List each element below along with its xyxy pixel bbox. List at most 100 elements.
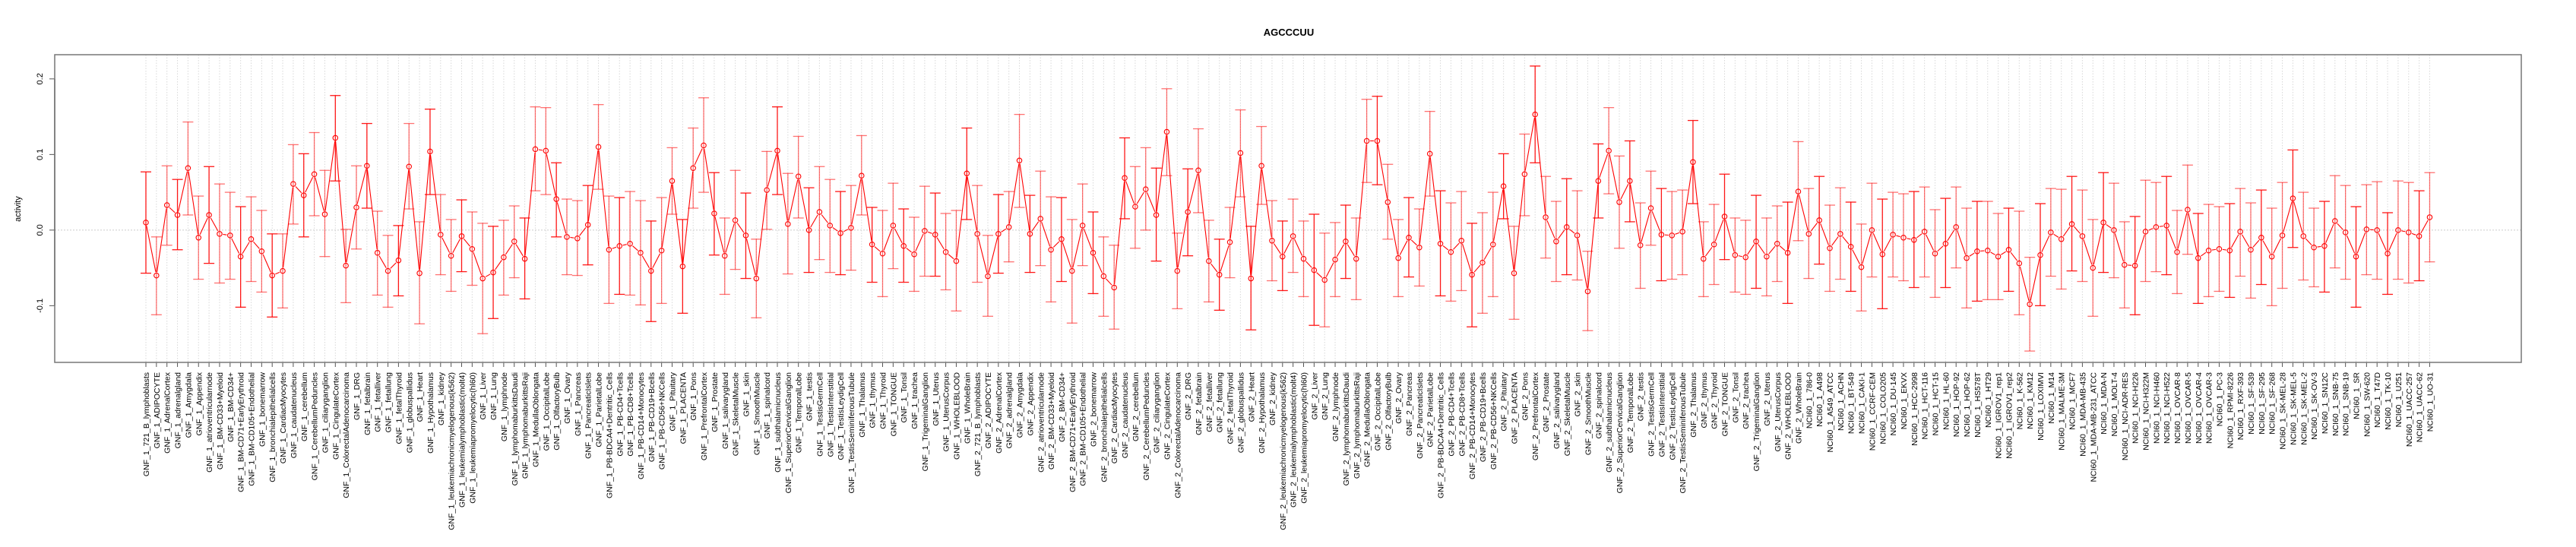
line-segment [398,169,410,258]
data-point [2385,250,2391,257]
data-point [1479,259,1486,266]
line-segment [1166,134,1178,268]
data-point [774,147,780,154]
x-tick-label: GNF_1_PB-CD14+Monocytes [637,372,646,479]
data-point [1511,270,1517,277]
x-tick-label: GNF_2_kidney [1268,372,1277,425]
data-point [1890,232,1896,238]
x-tick-label: GNF_2_lymphomaburkittsRaji [1353,372,1362,479]
data-point [1406,235,1412,241]
data-point [543,147,549,154]
data-point [2426,214,2433,220]
x-tick-label: GNF_2_TestisGermCell [1647,372,1657,457]
line-segment [1862,233,1872,264]
line-segment [2188,213,2198,255]
data-point [448,252,454,259]
line-segment [156,208,167,273]
data-point [1564,224,1570,230]
y-axis: -0.1 0.0 0.1 0.2 [36,73,55,313]
data-point [2111,227,2117,233]
y-tick-label: 0.2 [36,73,45,84]
data-point [511,239,517,245]
data-point [711,210,717,217]
x-tick-label: GNF_2_ColorectalAdenocarcinoma [1173,372,1182,498]
data-point [1606,147,1612,154]
data-point [300,192,307,198]
line-segment [253,241,260,249]
data-point [258,248,265,255]
x-tick-label: GNF_1_Uterus [932,372,941,426]
data-point [1174,267,1181,274]
line-segment [356,169,367,204]
data-point [742,232,749,239]
x-tick-label: GNF_1_fetalliver [374,372,383,432]
data-point [1363,138,1370,144]
x-tick-label: GNF_2_Amygdala [1016,372,1025,438]
line-segment [767,153,777,187]
x-tick-label: NCI60_1_HCT-15 [1932,372,1941,436]
data-point [985,273,991,280]
data-point [1595,178,1602,184]
data-point [2185,207,2191,213]
data-point [248,236,255,242]
data-point [1027,231,1033,237]
x-tick-label: GNF_2_OlfactoryBulb [1384,372,1393,451]
line-segment [1001,228,1007,232]
y-tick-label: 0.0 [36,224,45,236]
x-tick-label: GNF_1_ciliaryganglion [321,372,330,453]
x-tick-label: GNF_2_Liver [1310,372,1319,420]
x-tick-label: NCI60_1_RXF-393 [2236,372,2245,440]
data-point [827,223,834,229]
x-tick-label: GNF_1_AdrenalCortex [163,372,172,454]
x-tick-label: GNF_2_AdrenalCortex [995,372,1004,454]
x-tick-label: GNF_2_Prostate [1542,372,1551,432]
data-point [1037,216,1044,222]
data-point [953,258,960,264]
line-segment [1442,245,1449,251]
data-point [1153,212,1160,218]
line-segment [346,210,356,263]
line-segment [2177,213,2188,249]
data-point [1932,250,1938,257]
line-segment [832,227,838,232]
line-segment [1261,169,1272,238]
data-point [1143,186,1149,192]
x-tick-label: GNF_1_ParietalLobe [595,372,604,447]
data-point [2163,223,2169,229]
data-point [848,225,854,231]
data-point [1869,227,1875,233]
x-tick-label: GNF_2_PB-CD8+Tcells [1457,372,1467,457]
line-segment [169,207,176,213]
data-point [374,249,381,256]
x-tick-label: GNF_1_TrigeminalGanglion [921,372,930,471]
x-tick-label: GNF_1_testis [805,372,815,421]
data-point [2279,232,2286,239]
data-point [2058,236,2065,242]
line-segment [725,223,735,253]
data-point [1458,238,1465,244]
data-point [785,221,791,227]
line-segment [1462,243,1472,272]
line-segment [936,237,945,250]
data-point [1532,111,1538,118]
data-point [1269,238,1275,244]
line-segment [335,141,347,263]
data-point [185,165,191,172]
x-tick-label: NCI60_1_MCF7 [2068,372,2078,430]
line-segment [1682,165,1693,229]
x-tick-label: NCI60_1_MDA-MB-435 [2078,372,2087,457]
data-point [595,144,602,150]
series-line [146,117,2429,302]
line-segment [1725,220,1735,252]
data-point [2027,301,2033,308]
data-point [521,255,528,262]
x-tick-label: NCI60_1_CCRF-CEM [1868,372,1877,451]
x-tick-label: NCI60_1_SK-OV-3 [2310,372,2319,440]
x-tick-label: NCI60_1_T47D [2373,372,2382,428]
x-tick-label: NCI60_1_SK-MEL-28 [2279,372,2288,450]
x-tick-label: NCI60_1_HS578T [1973,372,1983,437]
line-segment [2010,251,2017,261]
line-segment [495,260,502,270]
line-segment [1514,177,1525,270]
x-tick-label: GNF_2_adrenalgland [1005,372,1014,449]
